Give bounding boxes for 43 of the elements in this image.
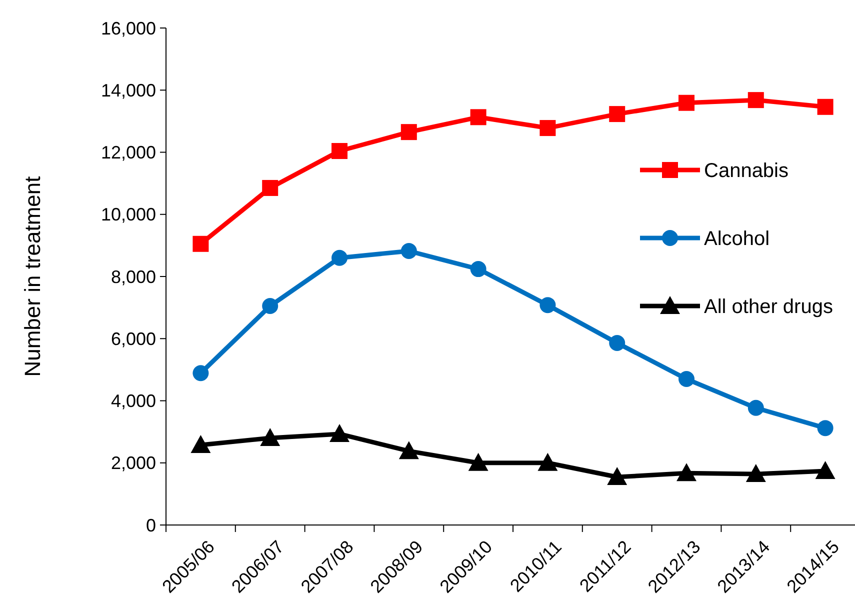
point — [817, 420, 834, 436]
point — [262, 298, 278, 314]
point — [262, 180, 278, 196]
y-tick-label: 16,000 — [100, 18, 156, 38]
point — [192, 365, 209, 382]
point — [400, 124, 417, 140]
point — [817, 98, 834, 115]
point — [332, 143, 348, 160]
point — [260, 428, 280, 446]
legend-label: Cannabis — [704, 160, 789, 182]
point — [538, 452, 558, 471]
point — [748, 92, 764, 108]
y-tick-label: 12,000 — [100, 142, 156, 163]
point — [330, 424, 350, 442]
point — [332, 250, 348, 266]
point — [746, 464, 766, 482]
y-axis-title: Number in treatment — [20, 176, 45, 377]
point — [609, 334, 626, 351]
point — [748, 400, 764, 416]
y-tick-label: 4,000 — [110, 391, 156, 412]
point — [540, 297, 556, 314]
y-tick-label: 14,000 — [100, 80, 156, 100]
point — [815, 460, 836, 479]
point — [540, 120, 556, 136]
point — [676, 463, 696, 482]
y-tick-label: 2,000 — [110, 453, 156, 474]
point — [678, 371, 694, 388]
legend-label: All other drugs — [704, 296, 833, 318]
y-tick-label: 6,000 — [110, 328, 156, 349]
point — [470, 261, 486, 278]
point — [609, 106, 626, 122]
y-tick-label: 0 — [146, 515, 156, 536]
y-tick-label: 8,000 — [110, 266, 156, 287]
point — [190, 435, 211, 454]
point — [607, 467, 628, 486]
point — [470, 109, 486, 126]
y-tick-label: 10,000 — [100, 204, 156, 225]
point — [400, 243, 417, 260]
point — [678, 94, 694, 111]
legend-label: Alcohol — [704, 228, 770, 250]
point — [192, 236, 209, 252]
point — [468, 452, 488, 471]
point — [398, 441, 419, 460]
